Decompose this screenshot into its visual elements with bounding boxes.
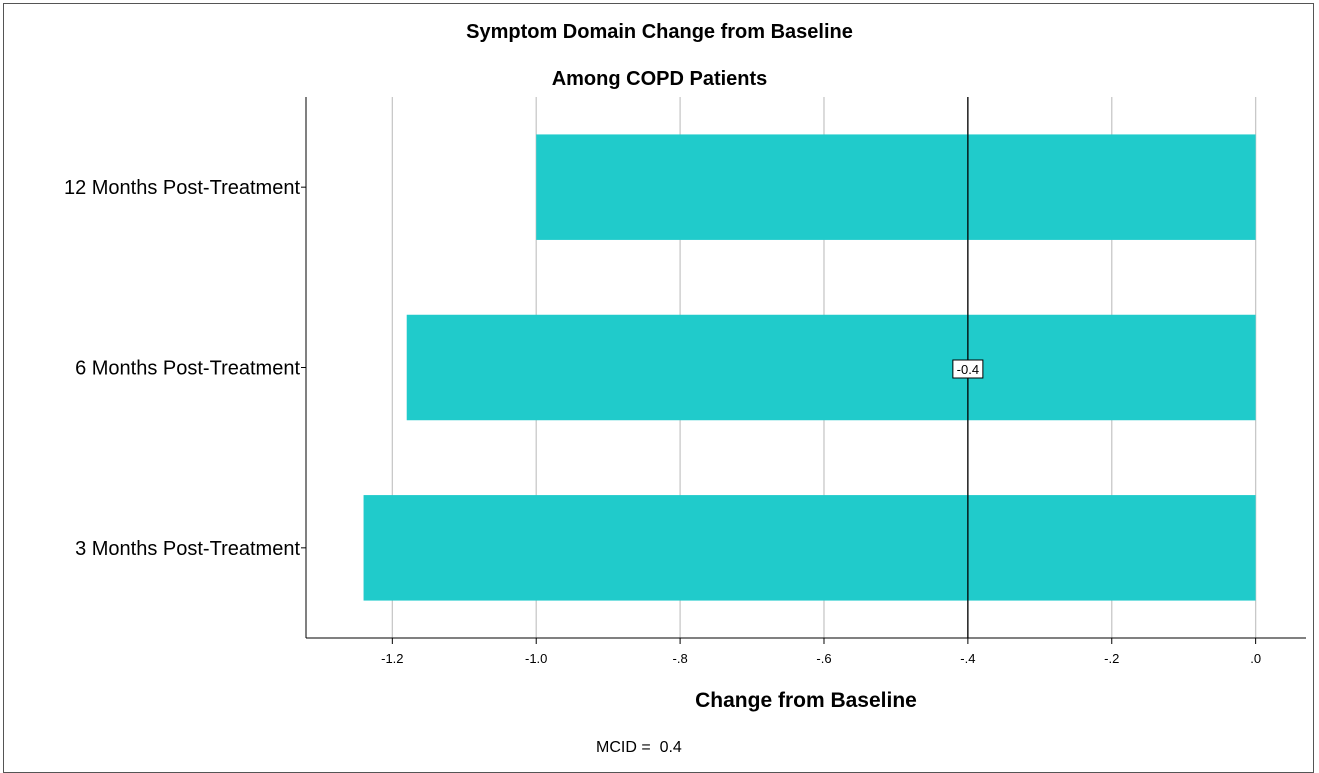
mcid-annotation: MCID = 0.4 bbox=[596, 739, 682, 756]
category-labels: 12 Months Post-Treatment 6 Months Post-Tr… bbox=[64, 177, 306, 560]
category-label: 12 Months Post-Treatment bbox=[64, 177, 300, 199]
category-label: 6 Months Post-Treatment bbox=[75, 358, 300, 380]
reference-line-label: -0.4 bbox=[957, 362, 979, 377]
x-tick-label: -1.2 bbox=[381, 651, 403, 666]
x-tick-label: -.4 bbox=[960, 651, 975, 666]
chart-title: Symptom Domain Change from Baseline bbox=[466, 21, 853, 43]
x-tick-label: -.6 bbox=[816, 651, 831, 666]
category-label: 3 Months Post-Treatment bbox=[75, 538, 300, 560]
reference-line-label-box bbox=[952, 359, 984, 379]
bar bbox=[536, 134, 1256, 240]
x-axis-title: Change from Baseline bbox=[695, 689, 917, 712]
x-axis-ticks: -1.2 -1.0 -.8 -.6 -.4 -.2 .0 bbox=[381, 638, 1261, 666]
x-tick-label: -.2 bbox=[1104, 651, 1119, 666]
reference-line-group: -0.4 bbox=[952, 97, 984, 638]
x-tick-label: .0 bbox=[1250, 651, 1261, 666]
bars bbox=[363, 134, 1256, 601]
bar bbox=[363, 495, 1256, 601]
bar bbox=[406, 314, 1256, 421]
x-tick-label: -.8 bbox=[673, 651, 688, 666]
x-tick-label: -1.0 bbox=[525, 651, 547, 666]
chart-subtitle: Among COPD Patients bbox=[551, 68, 768, 90]
